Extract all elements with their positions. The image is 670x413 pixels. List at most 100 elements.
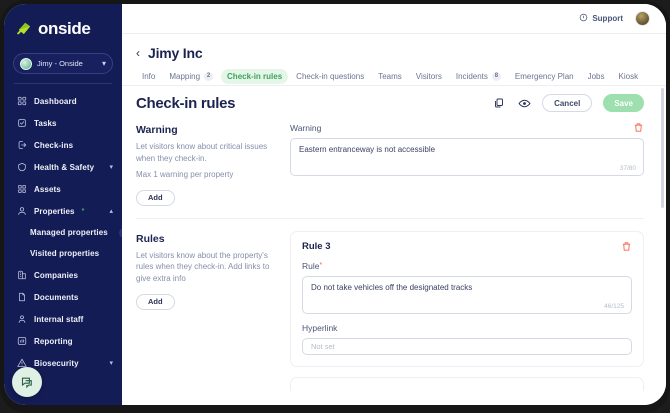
chat-bubble-icon[interactable] bbox=[12, 367, 42, 397]
sidebar-item-visited-properties[interactable]: Visited properties bbox=[4, 243, 122, 264]
required-marker: * bbox=[319, 262, 323, 270]
sidebar-item-internal-staff[interactable]: Internal staff bbox=[4, 308, 122, 330]
save-button[interactable]: Save bbox=[603, 94, 644, 112]
sidebar-item-label: Assets bbox=[34, 184, 61, 194]
beta-star-icon: * bbox=[81, 207, 85, 215]
companies-icon bbox=[16, 270, 27, 281]
breadcrumb-title: Jimy Inc bbox=[148, 45, 203, 61]
app-screen: onside Jimy - Onside ▾ Dashboard Tasks Che… bbox=[4, 4, 666, 405]
cancel-button[interactable]: Cancel bbox=[542, 94, 593, 112]
hyperlink-input[interactable]: Not set bbox=[302, 337, 632, 355]
tab-kiosk[interactable]: Kiosk bbox=[613, 69, 645, 84]
sidebar-item-reporting[interactable]: Reporting bbox=[4, 330, 122, 352]
trash-icon[interactable] bbox=[621, 241, 632, 252]
sidebar-item-documents[interactable]: Documents bbox=[4, 286, 122, 308]
user-avatar[interactable] bbox=[635, 11, 650, 26]
account-avatar bbox=[20, 57, 32, 70]
chevron-down-icon[interactable]: ▾ bbox=[109, 163, 113, 171]
sidebar-nav: Dashboard Tasks Check-ins Health & Safety ▾ A… bbox=[4, 90, 122, 374]
page-title-row: Check-in rules bbox=[136, 86, 644, 120]
rules-description: Let visitors know about the property's r… bbox=[136, 250, 270, 283]
tab-visitors[interactable]: Visitors bbox=[410, 69, 448, 84]
warning-field-area: Warning Eastern entranceway is not acces… bbox=[290, 120, 644, 206]
add-rule-button[interactable]: Add bbox=[136, 293, 175, 310]
tab-badge: 8 bbox=[491, 71, 501, 81]
copy-icon[interactable] bbox=[492, 96, 506, 110]
tab-mapping[interactable]: Mapping 2 bbox=[163, 69, 219, 84]
warning-section-info: Warning Let visitors know about critical… bbox=[136, 120, 276, 206]
scrollbar-thumb[interactable] bbox=[661, 88, 664, 208]
trash-icon[interactable] bbox=[633, 122, 644, 133]
rule-char-counter: 46/125 bbox=[604, 302, 624, 310]
eye-icon[interactable] bbox=[517, 96, 531, 110]
section-divider bbox=[136, 217, 644, 219]
main-area: Support ‹ Jimy Inc Info Mapping 2 Check-in … bbox=[122, 4, 666, 405]
warning-value: Eastern entranceway is not accessible bbox=[299, 145, 436, 154]
next-rule-card-partial bbox=[290, 376, 644, 391]
warning-textarea[interactable]: Eastern entranceway is not accessible 37… bbox=[290, 138, 644, 176]
account-switcher[interactable]: Jimy - Onside ▾ bbox=[13, 53, 113, 74]
chevron-down-icon: ▾ bbox=[101, 58, 106, 68]
content-scroll-area: Check-in rules bbox=[122, 86, 666, 405]
sidebar-item-properties[interactable]: Properties * ▴ bbox=[4, 200, 122, 222]
sidebar-item-label: Dashboard bbox=[34, 96, 77, 106]
add-warning-button[interactable]: Add bbox=[136, 189, 175, 206]
app-logo[interactable]: onside bbox=[4, 12, 122, 40]
sidebar-item-label: Properties bbox=[34, 206, 75, 216]
page-header: ‹ Jimy Inc Info Mapping 2 Check-in rules Che… bbox=[122, 34, 666, 86]
sidebar-item-label: Tasks bbox=[34, 118, 57, 128]
top-bar: Support bbox=[122, 4, 666, 34]
assets-icon bbox=[16, 184, 27, 195]
rule-textarea[interactable]: Do not take vehicles off the designated … bbox=[302, 275, 632, 314]
sidebar-divider bbox=[14, 83, 112, 84]
internal-staff-icon bbox=[16, 314, 27, 325]
sidebar-item-health-safety[interactable]: Health & Safety ▾ bbox=[4, 156, 122, 178]
hyperlink-label-row: Hyperlink bbox=[302, 323, 632, 333]
sidebar-item-tasks[interactable]: Tasks bbox=[4, 112, 122, 134]
reporting-icon bbox=[16, 336, 27, 347]
tab-label: Teams bbox=[378, 71, 402, 81]
rules-heading: Rules bbox=[136, 232, 165, 245]
tab-jobs[interactable]: Jobs bbox=[582, 69, 611, 84]
rules-cards-area: Rule 3 Rule * D bbox=[290, 229, 644, 391]
tab-label: Incidents bbox=[455, 71, 488, 81]
sidebar-item-label: Biosecurity bbox=[34, 358, 79, 368]
sidebar-item-label: Companies bbox=[34, 270, 79, 280]
rules-section: Rules Let visitors know about the proper… bbox=[136, 229, 644, 401]
sidebar-item-biosecurity[interactable]: Biosecurity ▾ bbox=[4, 352, 122, 374]
tab-emergency-plan[interactable]: Emergency Plan bbox=[509, 69, 580, 84]
rule-field-label: Rule bbox=[302, 260, 320, 271]
tab-check-in-questions[interactable]: Check-in questions bbox=[290, 69, 370, 84]
support-button[interactable]: Support bbox=[579, 13, 623, 24]
content-scrollbar[interactable] bbox=[661, 88, 664, 403]
tab-label: Kiosk bbox=[618, 71, 639, 81]
sidebar-item-managed-properties[interactable]: Managed properties 1 bbox=[4, 222, 122, 243]
tab-check-in-rules[interactable]: Check-in rules bbox=[221, 68, 289, 84]
documents-icon bbox=[16, 292, 27, 303]
tab-teams[interactable]: Teams bbox=[372, 69, 408, 84]
sidebar-item-assets[interactable]: Assets bbox=[4, 178, 122, 200]
help-circle-icon bbox=[579, 13, 588, 24]
tab-label: Emergency Plan bbox=[514, 71, 574, 81]
tab-info[interactable]: Info bbox=[136, 69, 161, 84]
tab-label: Info bbox=[142, 71, 156, 81]
properties-icon bbox=[16, 206, 27, 217]
sidebar-item-check-ins[interactable]: Check-ins bbox=[4, 134, 122, 156]
support-label: Support bbox=[592, 14, 623, 23]
warning-note: Max 1 warning per property bbox=[136, 170, 234, 180]
tab-incidents[interactable]: Incidents 8 bbox=[450, 69, 507, 84]
rule-value: Do not take vehicles off the designated … bbox=[311, 282, 473, 292]
tab-bar: Info Mapping 2 Check-in rules Check-in quest… bbox=[122, 64, 666, 86]
sidebar-item-dashboard[interactable]: Dashboard bbox=[4, 90, 122, 112]
sidebar-item-label: Managed properties bbox=[30, 228, 108, 237]
warning-section: Warning Let visitors know about critical… bbox=[136, 120, 644, 216]
warning-field-label-row: Warning bbox=[290, 122, 644, 133]
sidebar-item-companies[interactable]: Companies bbox=[4, 264, 122, 286]
chevron-up-icon[interactable]: ▴ bbox=[109, 207, 113, 215]
chevron-left-icon[interactable]: ‹ bbox=[136, 46, 140, 60]
sidebar-item-label: Internal staff bbox=[34, 314, 84, 324]
warning-field-label: Warning bbox=[290, 122, 322, 133]
chevron-down-icon[interactable]: ▾ bbox=[109, 359, 113, 367]
tab-label: Jobs bbox=[587, 71, 605, 81]
